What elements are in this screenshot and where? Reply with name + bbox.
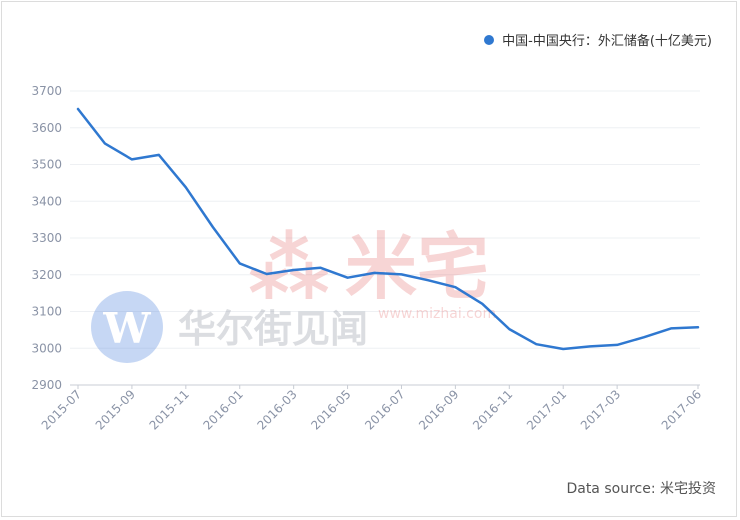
x-tick-label: 2016-11 (470, 387, 515, 432)
y-tick-label: 2900 (31, 378, 62, 392)
y-tick-label: 3700 (31, 84, 62, 98)
x-tick-label: 2017-01 (524, 387, 569, 432)
y-tick-label: 3600 (31, 121, 62, 135)
y-tick-label: 3500 (31, 158, 62, 172)
watermark-text-mizhai: 米宅 (345, 225, 489, 309)
x-tick-label: 2015-09 (93, 387, 138, 432)
x-tick-label: 2016-09 (416, 387, 461, 432)
x-tick-label: 2015-07 (39, 387, 84, 432)
grid-lines (70, 90, 700, 349)
legend-marker (484, 34, 495, 45)
x-axis-ticks: 2015-07 2015-09 2015-11 2016-01 2016-03 2016-… (39, 385, 704, 433)
x-tick-label: 2015-11 (147, 387, 192, 432)
legend[interactable]: 中国-中国央行：外汇储备(十亿美元) (484, 30, 712, 49)
watermark-url: www.mizhai.com (378, 306, 496, 322)
watermark-text-wallstreetcn: 华尔街见闻 (178, 306, 368, 351)
x-tick-label: 2016-05 (308, 387, 353, 432)
x-tick-label: 2016-01 (201, 387, 246, 432)
svg-text:W: W (102, 304, 151, 353)
x-tick-label: 2016-03 (254, 387, 299, 432)
x-tick-label: 2017-03 (578, 387, 623, 432)
data-source-credit: Data source: 米宅投资 (566, 481, 716, 497)
y-tick-label: 3000 (31, 341, 62, 355)
wallstreetcn-watermark: W 华尔街见闻 (91, 291, 368, 363)
y-tick-label: 3200 (31, 268, 62, 282)
x-tick-label: 2017-06 (659, 387, 704, 432)
y-axis-ticks: 3700 3600 3500 3400 3300 3200 3100 3000 2900 (31, 84, 62, 392)
legend-label: 中国-中国央行：外汇储备(十亿美元) (502, 34, 712, 49)
series-line-fx-reserves (76, 107, 700, 351)
x-tick-label: 2016-07 (362, 387, 407, 432)
y-tick-label: 3100 (31, 305, 62, 319)
y-tick-label: 3300 (31, 231, 62, 245)
y-tick-label: 3400 (31, 194, 62, 208)
